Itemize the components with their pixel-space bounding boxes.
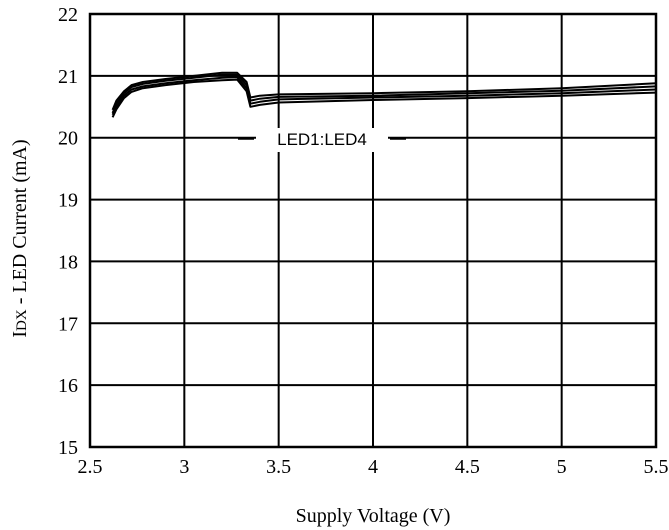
x-axis-label: Supply Voltage (V) xyxy=(296,505,451,527)
x-tick-label: 4 xyxy=(368,456,378,478)
y-tick-label: 17 xyxy=(58,313,78,335)
y-tick-label: 15 xyxy=(58,437,78,459)
x-tick-label: 5.5 xyxy=(644,456,669,478)
y-axis-label-rest: - LED Current (mA) xyxy=(9,139,31,309)
y-tick-label: 20 xyxy=(58,128,78,150)
series-group xyxy=(111,71,657,118)
plot-frame xyxy=(88,12,658,449)
x-tick-label: 4.5 xyxy=(455,456,480,478)
y-tick-label: 18 xyxy=(58,251,78,273)
y-tick-label: 21 xyxy=(58,66,78,88)
x-tick-label: 2.5 xyxy=(78,456,103,478)
y-tick-label: 22 xyxy=(58,4,78,26)
y-tick-labels: 15 16 17 18 19 20 21 22 xyxy=(58,4,78,459)
y-axis-label: IDX - LED Current (mA) xyxy=(9,139,31,337)
series-line xyxy=(111,78,657,118)
series-annotation: LED1:LED4 xyxy=(277,130,367,149)
series-line xyxy=(111,73,657,114)
annotation-background xyxy=(256,128,388,152)
y-axis-label-main: I xyxy=(9,331,31,338)
series-line xyxy=(111,76,657,116)
series-line xyxy=(111,71,657,111)
x-tick-label: 5 xyxy=(557,456,567,478)
x-tick-labels: 2.5 3 3.5 4 4.5 5 5.5 xyxy=(78,456,669,478)
y-tick-label: 19 xyxy=(58,190,78,212)
x-tick-label: 3.5 xyxy=(266,456,291,478)
y-axis-label-subscript: DX xyxy=(14,309,30,331)
x-tick-label: 3 xyxy=(179,456,189,478)
y-tick-label: 16 xyxy=(58,375,78,397)
grid xyxy=(90,14,656,447)
